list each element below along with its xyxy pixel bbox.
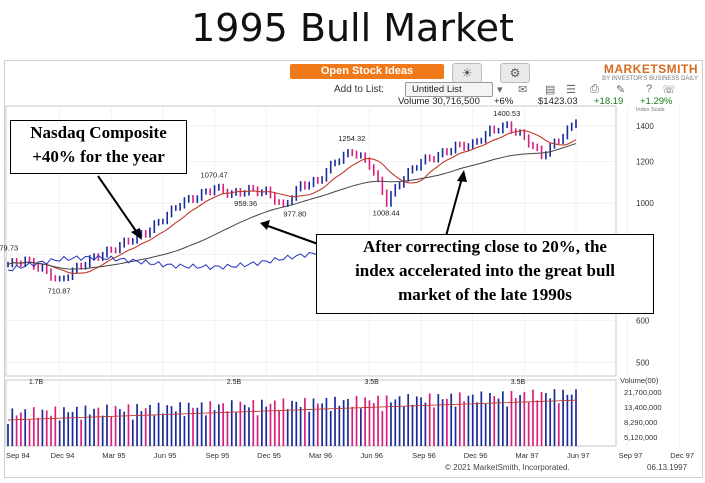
add-to-list-label: Add to List: — [334, 84, 385, 95]
copyright: © 2021 MarketSmith, Incorporated. — [445, 463, 570, 472]
volume-change: +6% — [494, 96, 514, 107]
chart-icon[interactable]: ▤ — [545, 84, 556, 96]
pct-change: +1.29% — [640, 96, 673, 107]
callout-line: +40% for the year — [32, 147, 165, 166]
brand-tagline: BY INVESTOR'S BUSINESS DAILY — [602, 76, 698, 82]
list-icon[interactable]: ☰ — [566, 84, 576, 96]
mail-icon[interactable]: ✉ — [518, 84, 528, 96]
callout-line: index accelerated into the great bull — [355, 261, 615, 280]
price-readout: $1423.03 — [538, 96, 578, 107]
list-select[interactable]: Untitled List — [405, 82, 493, 97]
help-icon[interactable]: ? — [646, 83, 653, 95]
slide-title: 1995 Bull Market — [191, 6, 514, 50]
chart-date: 06.13.1997 — [647, 463, 688, 472]
callout-correction: After correcting close to 20%, the index… — [316, 234, 654, 314]
phone-icon[interactable]: ☏ — [662, 84, 676, 96]
callout-line: After correcting close to 20%, the — [363, 237, 607, 256]
dropdown-chevron-icon[interactable]: ▾ — [497, 84, 503, 96]
print-icon[interactable]: ⎙ — [590, 83, 599, 95]
callout-line: Nasdaq Composite — [30, 123, 167, 142]
callout-nasdaq: Nasdaq Composite +40% for the year — [10, 120, 187, 174]
tools-icon[interactable]: ✎ — [616, 84, 626, 96]
volume-readout: Volume 30,716,500 — [398, 96, 480, 107]
info-bar: Volume 30,716,500 +6% $1423.03 +18.19 +1… — [4, 96, 701, 107]
open-stock-ideas-button[interactable]: Open Stock Ideas — [290, 64, 444, 79]
price-change: +18.19 — [594, 96, 624, 107]
gear-icon[interactable]: ⚙ — [500, 63, 530, 83]
lightbulb-icon[interactable]: ☀ — [452, 63, 482, 83]
brand-logo: MARKETSMITH — [603, 62, 698, 76]
callout-line: market of the late 1990s — [398, 285, 572, 304]
